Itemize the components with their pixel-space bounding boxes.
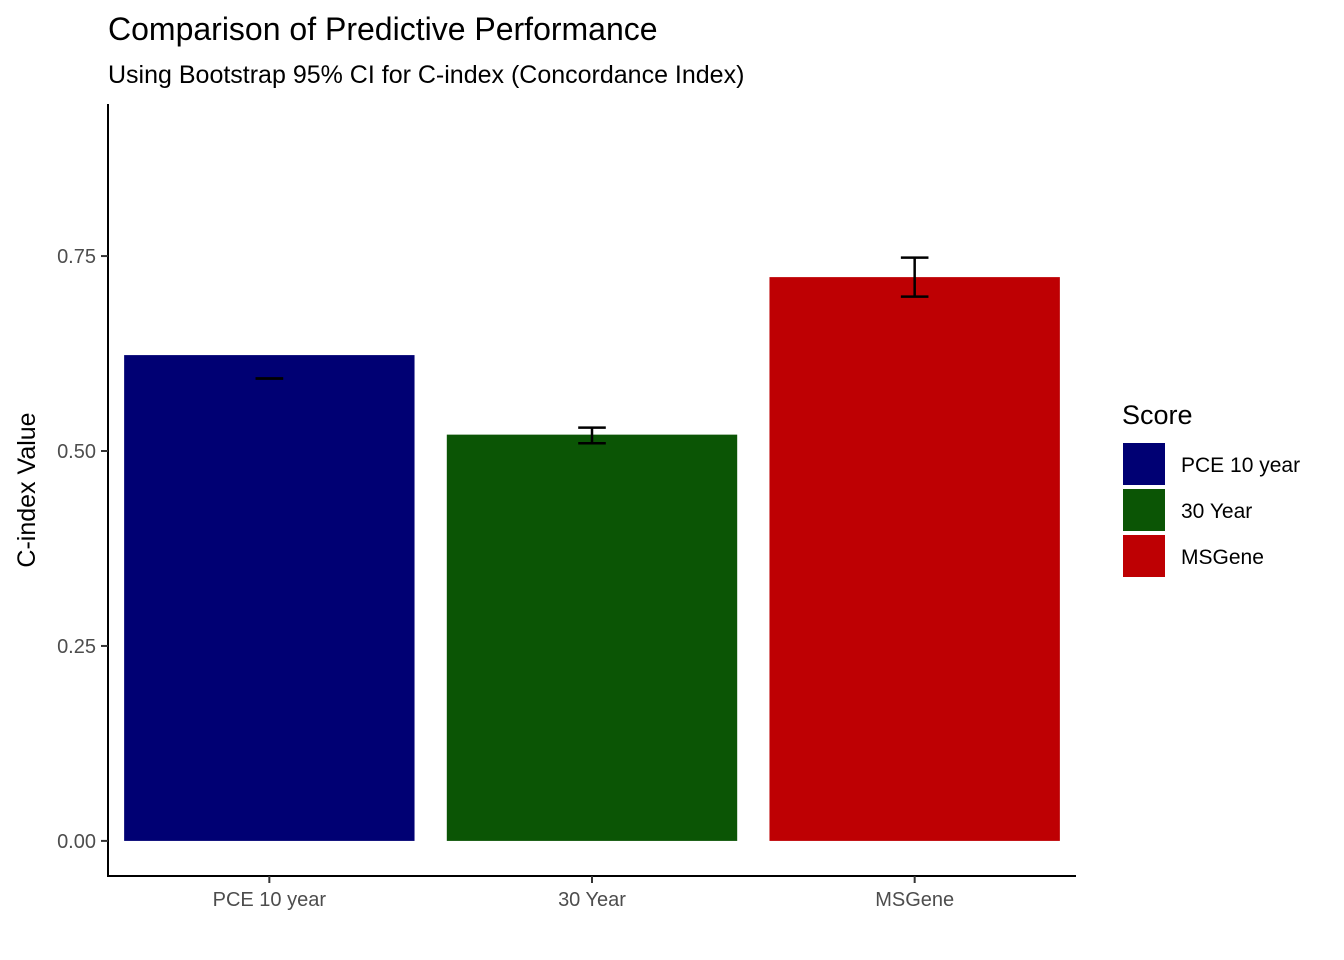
x-tick-label: 30 Year bbox=[558, 889, 626, 911]
bar-1 bbox=[446, 434, 738, 841]
y-tick-label: 0.75 bbox=[57, 246, 96, 268]
error-bar-2 bbox=[900, 256, 929, 298]
legend-label: MSGene bbox=[1181, 546, 1264, 569]
bar-2 bbox=[769, 277, 1060, 841]
legend-items: PCE 10 year 30 Year MSGene bbox=[1123, 443, 1300, 577]
error-bar-1 bbox=[578, 426, 606, 445]
legend-item: 30 Year bbox=[1123, 489, 1252, 531]
y-tick-label: 0.25 bbox=[57, 636, 96, 658]
x-tick-label: PCE 10 year bbox=[213, 889, 327, 911]
legend-label: PCE 10 year bbox=[1181, 454, 1300, 477]
bars-layer bbox=[124, 277, 1060, 841]
legend-item: PCE 10 year bbox=[1123, 443, 1300, 485]
bar-0 bbox=[124, 355, 415, 841]
x-tick-label: MSGene bbox=[875, 889, 954, 911]
y-tick-label: 0.00 bbox=[57, 831, 96, 853]
x-ticks-layer: PCE 10 year 30 Year MSGene bbox=[213, 876, 954, 911]
y-axis-title: C-index Value bbox=[13, 412, 41, 567]
legend-swatch bbox=[1123, 489, 1165, 531]
legend-swatch bbox=[1123, 443, 1165, 485]
legend-title: Score bbox=[1122, 400, 1193, 430]
y-tick-label: 0.50 bbox=[57, 441, 96, 463]
legend-label: 30 Year bbox=[1181, 500, 1252, 523]
chart-subtitle: Using Bootstrap 95% CI for C-index (Conc… bbox=[108, 61, 744, 89]
error-bars-layer bbox=[255, 256, 929, 445]
legend-item: MSGene bbox=[1123, 535, 1264, 577]
chart-title: Comparison of Predictive Performance bbox=[108, 11, 658, 47]
legend: Score PCE 10 year 30 Year MSGene bbox=[1122, 400, 1300, 577]
y-ticks-layer: 0.00 0.25 0.50 0.75 bbox=[57, 246, 108, 853]
legend-swatch bbox=[1123, 535, 1165, 577]
